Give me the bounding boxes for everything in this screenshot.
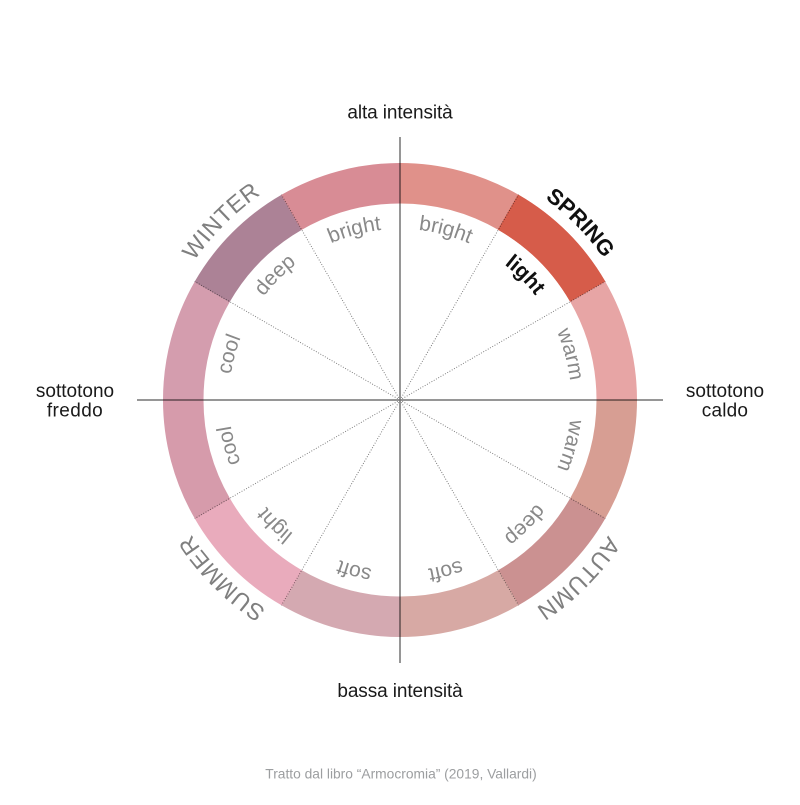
svg-text:alta intensità: alta intensità [347, 103, 453, 124]
svg-text:caldo: caldo [702, 401, 748, 422]
svg-text:Tratto dal libro “Armocromia”: Tratto dal libro “Armocromia” (2019, Val… [265, 767, 536, 782]
svg-text:sottotono: sottotono [36, 381, 114, 402]
svg-text:bassa intensità: bassa intensità [337, 681, 463, 702]
svg-text:sottotono: sottotono [686, 381, 764, 402]
svg-text:freddo: freddo [47, 401, 103, 422]
